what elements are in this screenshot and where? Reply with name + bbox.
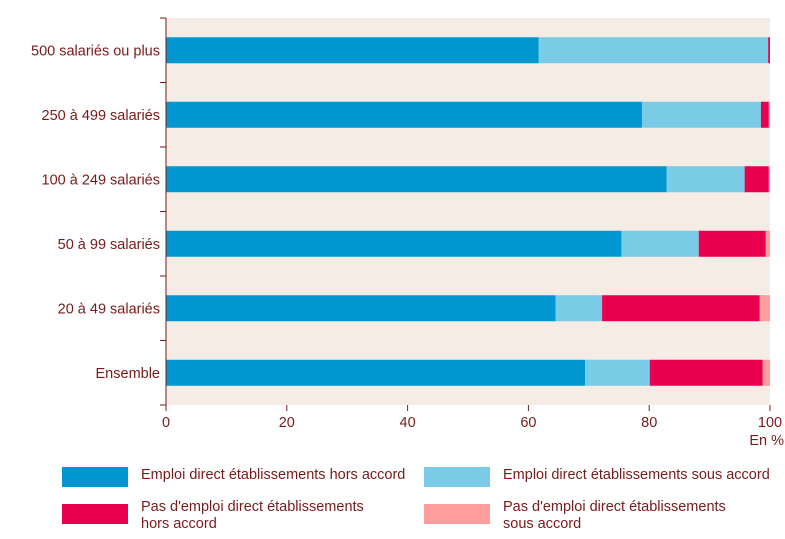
category-label: 20 à 49 salariés <box>58 301 160 317</box>
x-tick-label: 20 <box>279 415 295 431</box>
bar-segment-3 <box>760 101 769 128</box>
category-label: 500 salariés ou plus <box>31 43 160 59</box>
bar-segment-3 <box>649 359 763 386</box>
bar-segment-2 <box>585 359 650 386</box>
x-axis-label: En % <box>749 433 784 449</box>
bar-segment-1 <box>166 295 556 322</box>
bar-segment-3 <box>698 230 766 257</box>
bar-segment-2 <box>666 166 745 193</box>
bar-segment-4 <box>768 166 770 193</box>
bar-segment-2 <box>621 230 699 257</box>
bar-segment-4 <box>768 101 770 128</box>
bar-segment-1 <box>166 166 667 193</box>
bar-segment-1 <box>166 230 622 257</box>
category-label: 100 à 249 salariés <box>42 172 161 188</box>
bar-segment-1 <box>166 359 586 386</box>
bar-segment-3 <box>602 295 760 322</box>
bar-segment-3 <box>768 37 770 64</box>
bar-segment-2 <box>555 295 603 322</box>
bar-segment-3 <box>744 166 769 193</box>
bar-segment-4 <box>762 359 770 386</box>
bar-segment-1 <box>166 101 642 128</box>
bar-segment-2 <box>641 101 761 128</box>
x-tick-label: 80 <box>641 415 657 431</box>
x-tick-label: 60 <box>520 415 536 431</box>
x-tick-label: 40 <box>400 415 416 431</box>
bar-segment-2 <box>538 37 769 64</box>
bar-segment-4 <box>759 295 770 322</box>
category-label: Ensemble <box>96 366 160 382</box>
bar-segment-4 <box>765 230 770 257</box>
bar-segment-1 <box>166 37 539 64</box>
category-label: 250 à 499 salariés <box>42 108 161 124</box>
x-tick-label: 100 <box>758 415 782 431</box>
x-tick-label: 0 <box>162 415 170 431</box>
category-label: 50 à 99 salariés <box>58 237 160 253</box>
plot-background <box>166 18 770 405</box>
